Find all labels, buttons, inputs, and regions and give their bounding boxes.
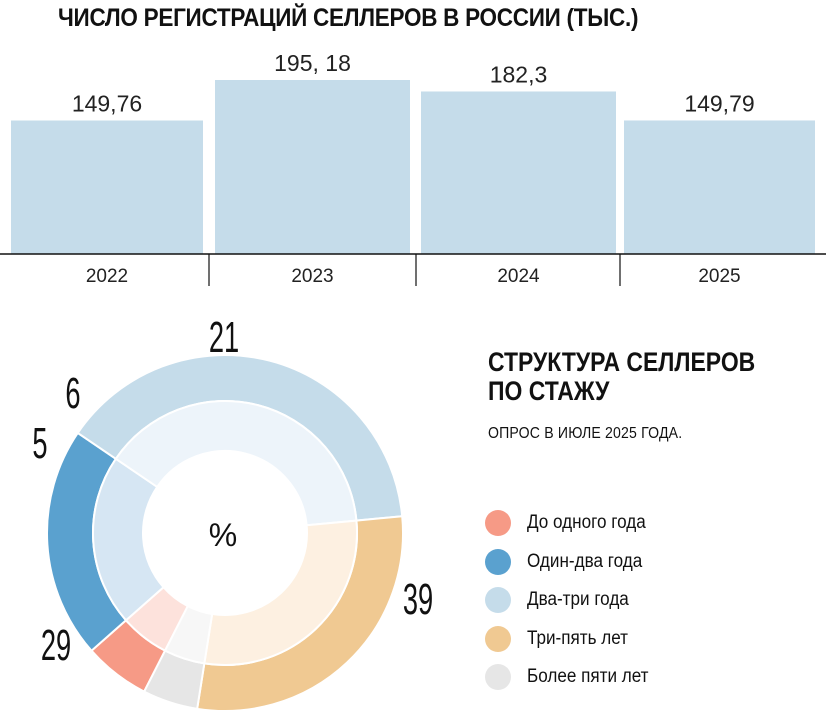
slice-5-inner-arc — [163, 604, 214, 665]
donut-title-line-2: ПО СТАЖУ — [488, 376, 610, 406]
bar-chart-title: ЧИСЛО РЕГИСТРАЦИЙ СЕЛЛЕРОВ В РОССИИ (ТЫС… — [58, 4, 639, 32]
x-tick-label: 2022 — [86, 266, 128, 287]
bar-2023 — [215, 80, 410, 254]
slice-3-inner-arc — [114, 400, 358, 527]
legend-swatch — [485, 625, 511, 652]
legend: До одного года Один-два года Два-три года Т… — [485, 504, 662, 697]
slice-value-label: 21 — [209, 312, 239, 361]
legend-item: Один-два года — [485, 543, 662, 582]
legend-swatch — [485, 664, 511, 691]
legend-item: Два-три года — [485, 581, 662, 620]
legend-swatch — [485, 510, 511, 537]
legend-label: Два-три года — [527, 589, 629, 611]
bar-chart: 149,76 2022 195, 18 2023 182,3 2024 149,79 2025 — [0, 50, 826, 287]
slice-value-label: 39 — [403, 574, 433, 623]
legend-swatch — [485, 587, 511, 614]
bar-2022 — [11, 120, 203, 254]
slice-value-label: 6 — [65, 368, 80, 417]
legend-item: Более пяти лет — [485, 658, 662, 697]
bar-2024 — [421, 91, 616, 254]
legend-label: Три-пять лет — [527, 627, 629, 649]
bar-value-label: 195, 18 — [274, 50, 351, 76]
slice-value-label: 29 — [41, 620, 71, 669]
bar-value-label: 149,79 — [684, 90, 754, 116]
legend-label: Более пяти лет — [527, 666, 649, 688]
legend-label: Один-два года — [527, 550, 643, 572]
donut-center-label: % — [209, 517, 237, 553]
slice-4-inner-arc — [203, 519, 358, 666]
donut-chart-title: СТРУКТУРА СЕЛЛЕРОВ ПО СТАЖУ — [488, 348, 755, 406]
donut-chart-subtitle: ОПРОС В ИЮЛЕ 2025 ГОДА. — [488, 425, 683, 442]
x-tick-label: 2024 — [497, 266, 540, 287]
legend-swatch — [485, 548, 511, 575]
donut-chart: 6 21 39 29 5% — [32, 312, 433, 712]
slice-value-label: 5 — [32, 418, 47, 467]
legend-item: До одного года — [485, 504, 662, 543]
bar-value-label: 149,76 — [72, 90, 142, 116]
x-tick-label: 2023 — [291, 266, 333, 287]
donut-title-line-1: СТРУКТУРА СЕЛЛЕРОВ — [488, 347, 756, 377]
bar-2025 — [624, 120, 815, 254]
legend-item: Три-пять лет — [485, 620, 662, 659]
legend-label: До одного года — [527, 512, 646, 534]
bar-value-label: 182,3 — [490, 61, 548, 87]
x-tick-label: 2025 — [698, 266, 740, 287]
